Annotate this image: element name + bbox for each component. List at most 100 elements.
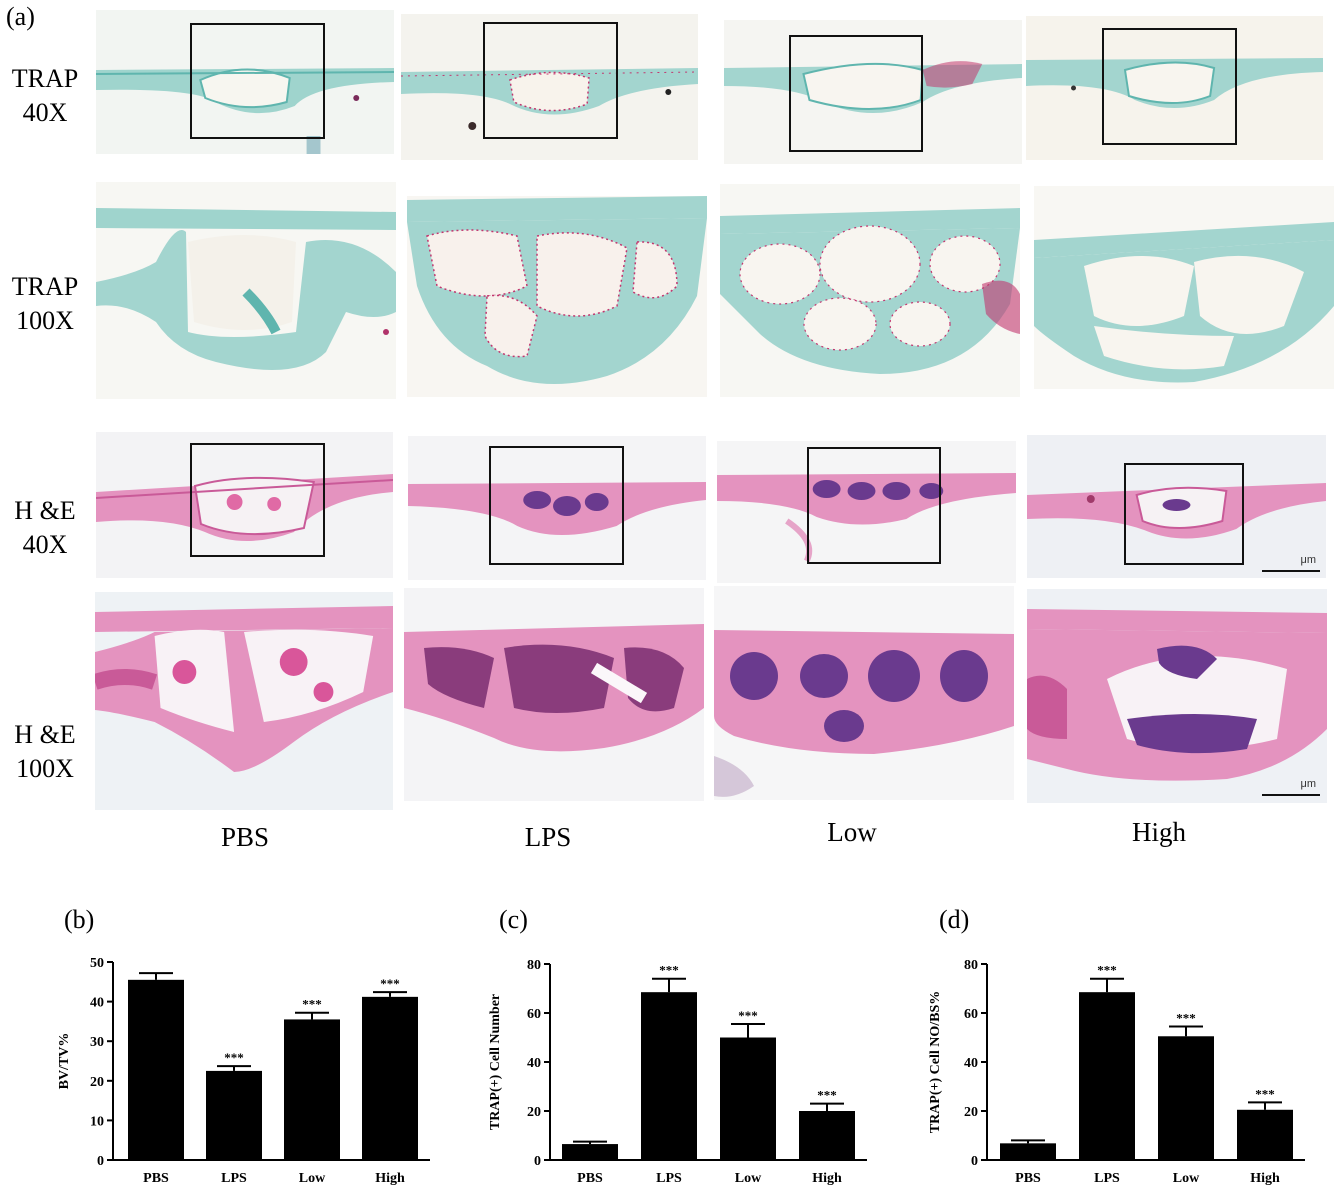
bar: [1158, 1036, 1214, 1160]
y-tick-label: 0: [97, 1154, 104, 1169]
significance-label: ***: [224, 1050, 244, 1065]
micrograph-he-100x-pbs: [95, 592, 393, 810]
roi-box: [190, 23, 325, 139]
bar: [799, 1111, 855, 1160]
panel-label: (b): [64, 905, 94, 934]
row-label-line1: TRAP: [11, 64, 79, 93]
bar: [362, 996, 418, 1160]
roi-box: [489, 446, 624, 565]
group-label-high: High: [1132, 817, 1186, 847]
bar-chart-svg: (b) 0 10 20 30 40 50 BV/TV% PBS *** LPS *** Low *** Hi…: [57, 905, 430, 1186]
bar-chart-svg: (c) 0 20 40 60 80 TRAP(+) Cell Number PBS *** LPS…: [488, 905, 867, 1186]
significance-label: ***: [1097, 963, 1117, 978]
y-tick-label: 30: [90, 1035, 104, 1050]
bar: [562, 1144, 618, 1160]
chart-b: (b) 0 10 20 30 40 50 BV/TV% PBS *** LPS *** Low *** Hi…: [50, 900, 440, 1186]
bar: [1079, 992, 1135, 1160]
row-label-line1: H &E: [14, 496, 76, 525]
chart-d: (d) 0 20 40 60 80 TRAP(+) Cell NO/BS% PBS *** LPS…: [925, 900, 1330, 1186]
scale-bar: μm: [1262, 778, 1320, 796]
micrograph-trap-40x-pbs: [96, 10, 394, 154]
y-axis-label: TRAP(+) Cell Number: [488, 994, 503, 1130]
x-tick-label: High: [812, 1171, 842, 1186]
y-tick-label: 40: [527, 1056, 541, 1071]
significance-label: ***: [1176, 1010, 1196, 1025]
row-label-line2: 40X: [22, 98, 68, 127]
x-tick-label: LPS: [1094, 1171, 1120, 1186]
y-tick-label: 20: [90, 1075, 104, 1090]
y-tick-label: 20: [964, 1105, 978, 1120]
y-tick-label: 40: [90, 996, 104, 1011]
micrograph-he-100x-lps: [404, 588, 704, 801]
roi-box: [1124, 463, 1244, 565]
group-label-pbs: PBS: [220, 822, 270, 852]
bar: [1237, 1109, 1293, 1160]
x-tick-label: Low: [1173, 1171, 1200, 1186]
scale-bar: μm: [1262, 554, 1320, 572]
significance-label: ***: [659, 963, 679, 978]
x-tick-label: Low: [735, 1171, 762, 1186]
micrograph-trap-100x-high: [1034, 186, 1334, 389]
x-tick-label: LPS: [656, 1171, 682, 1186]
row-label-he-40x: H &E 40X: [0, 494, 90, 562]
bar: [720, 1037, 776, 1160]
scale-bar-line: [1262, 570, 1320, 572]
row-label-he-100x: H &E 100X: [0, 718, 90, 786]
micrograph-trap-40x-lps: [401, 14, 698, 160]
y-tick-label: 40: [964, 1056, 978, 1071]
y-tick-label: 0: [971, 1154, 978, 1169]
panel-label: (d): [939, 905, 969, 934]
x-tick-label: PBS: [1015, 1171, 1041, 1186]
group-label-lps: LPS: [524, 822, 572, 852]
x-tick-label: PBS: [577, 1171, 603, 1186]
y-tick-label: 80: [964, 958, 978, 973]
roi-box: [190, 443, 325, 557]
roi-box: [483, 22, 618, 139]
micrograph-he-40x-lps: [408, 436, 706, 580]
roi-box: [789, 35, 923, 152]
panel-a-label: (a): [6, 2, 35, 31]
bar: [641, 992, 697, 1160]
y-tick-label: 0: [534, 1154, 541, 1169]
row-label-line2: 100X: [16, 306, 74, 335]
bar: [206, 1070, 262, 1160]
chart-c: (c) 0 20 40 60 80 TRAP(+) Cell Number PBS *** LPS…: [485, 900, 885, 1186]
row-label-line1: H &E: [14, 720, 76, 749]
x-tick-label: PBS: [143, 1171, 169, 1186]
significance-label: ***: [738, 1008, 758, 1023]
significance-label: ***: [302, 997, 322, 1012]
significance-label: ***: [817, 1088, 837, 1103]
roi-box: [807, 447, 941, 564]
micrograph-trap-100x-lps: [407, 196, 707, 397]
row-label-trap-40x: TRAP 40X: [0, 62, 90, 130]
roi-box: [1102, 28, 1237, 145]
bar: [1000, 1143, 1056, 1160]
y-tick-label: 80: [527, 958, 541, 973]
row-label-line2: 100X: [16, 754, 74, 783]
x-tick-label: High: [1250, 1171, 1280, 1186]
micrograph-trap-40x-low: [724, 20, 1022, 164]
bar: [128, 979, 184, 1160]
significance-label: ***: [1255, 1086, 1275, 1101]
y-tick-label: 20: [527, 1105, 541, 1120]
y-tick-label: 10: [90, 1114, 104, 1129]
y-tick-label: 50: [90, 956, 104, 971]
row-label-line1: TRAP: [11, 272, 79, 301]
micrograph-trap-100x-pbs: [96, 182, 396, 399]
row-label-line2: 40X: [22, 530, 68, 559]
bar-chart-svg: (d) 0 20 40 60 80 TRAP(+) Cell NO/BS% PBS *** LPS…: [928, 905, 1305, 1186]
group-label-low: Low: [827, 817, 877, 847]
micrograph-trap-40x-high: [1026, 16, 1323, 160]
panel-label: (c): [499, 905, 528, 934]
x-tick-label: Low: [299, 1171, 326, 1186]
row-label-trap-100x: TRAP 100X: [0, 270, 90, 338]
significance-label: ***: [380, 976, 400, 991]
scale-bar-line: [1262, 794, 1320, 796]
y-axis-label: BV/TV%: [57, 1033, 72, 1090]
y-tick-label: 60: [527, 1007, 541, 1022]
scale-bar-unit: μm: [1300, 778, 1316, 790]
y-axis-label: TRAP(+) Cell NO/BS%: [928, 991, 943, 1134]
micrograph-he-40x-pbs: [96, 432, 393, 578]
bar: [284, 1019, 340, 1160]
micrograph-he-100x-high: [1027, 589, 1327, 803]
